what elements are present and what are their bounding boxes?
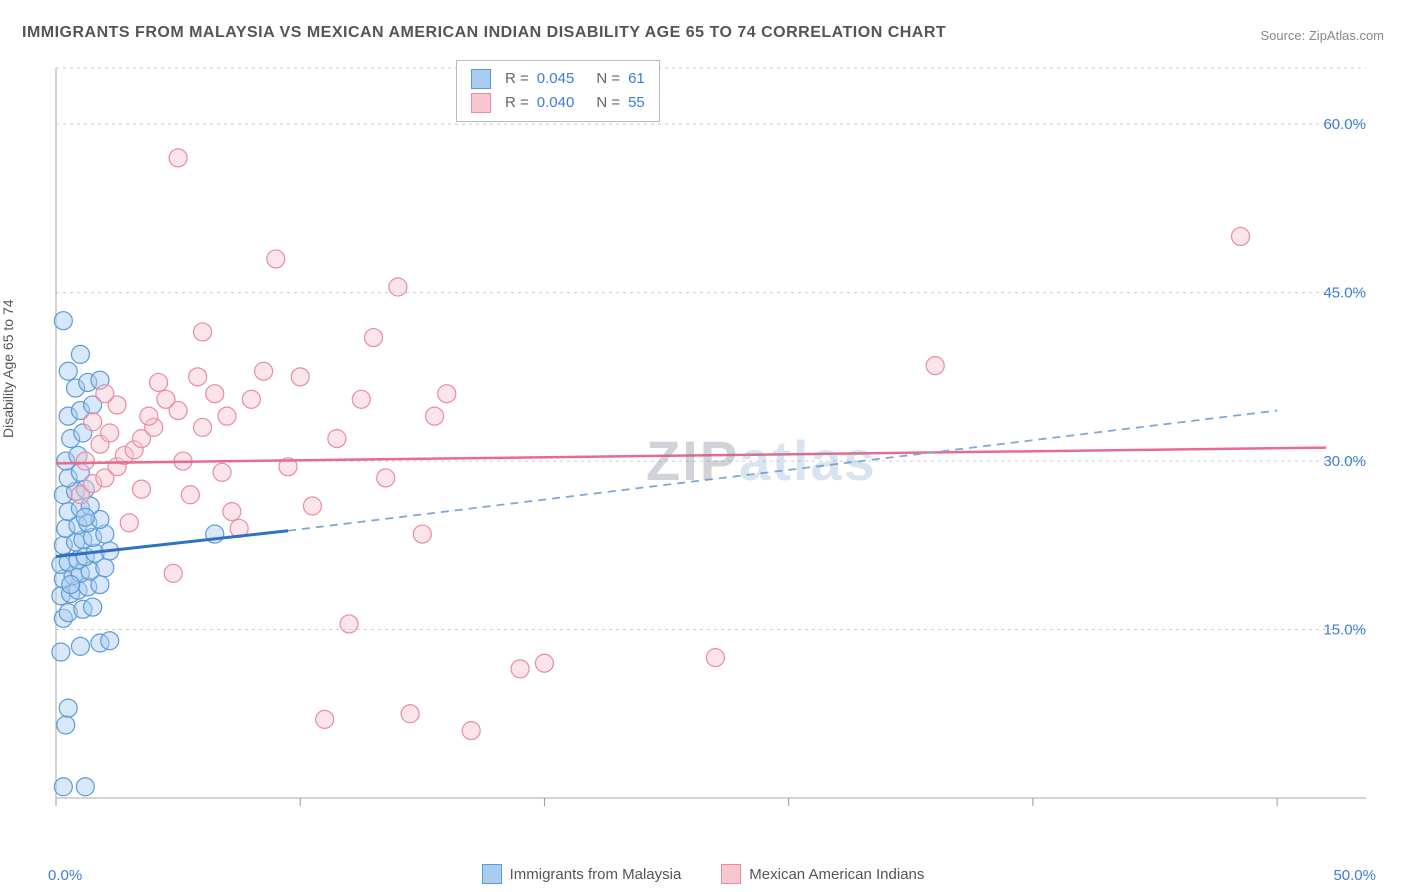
legend-bottom-swatch-2 — [721, 864, 741, 884]
svg-text:45.0%: 45.0% — [1323, 285, 1366, 302]
r-value-1: 0.045 — [537, 67, 575, 91]
legend-bottom-label-1: Immigrants from Malaysia — [510, 866, 682, 883]
svg-text:15.0%: 15.0% — [1323, 622, 1366, 639]
legend-row-series1: R = 0.045 N = 61 — [471, 67, 645, 91]
legend-item-1: Immigrants from Malaysia — [482, 864, 682, 884]
legend-swatch-1 — [471, 69, 491, 89]
r-label-2: R = — [505, 91, 529, 115]
series-legend: Immigrants from Malaysia Mexican America… — [0, 864, 1406, 884]
r-label-1: R = — [505, 67, 529, 91]
y-axis-label: Disability Age 65 to 74 — [0, 299, 16, 438]
svg-text:30.0%: 30.0% — [1323, 453, 1366, 470]
legend-row-series2: R = 0.040 N = 55 — [471, 91, 645, 115]
correlation-legend: R = 0.045 N = 61 R = 0.040 N = 55 — [456, 60, 660, 122]
n-label-1: N = — [596, 67, 620, 91]
source-label: Source: ZipAtlas.com — [1260, 28, 1384, 43]
n-value-1: 61 — [628, 67, 645, 91]
n-label-2: N = — [596, 91, 620, 115]
legend-swatch-2 — [471, 93, 491, 113]
r-value-2: 0.040 — [537, 91, 575, 115]
chart-title: IMMIGRANTS FROM MALAYSIA VS MEXICAN AMER… — [22, 24, 946, 42]
svg-text:60.0%: 60.0% — [1323, 116, 1366, 133]
n-value-2: 55 — [628, 91, 645, 115]
legend-bottom-label-2: Mexican American Indians — [749, 866, 924, 883]
legend-item-2: Mexican American Indians — [721, 864, 924, 884]
legend-bottom-swatch-1 — [482, 864, 502, 884]
scatter-plot: 15.0%30.0%45.0%60.0% ZIPatlas R = 0.045 … — [46, 58, 1376, 826]
